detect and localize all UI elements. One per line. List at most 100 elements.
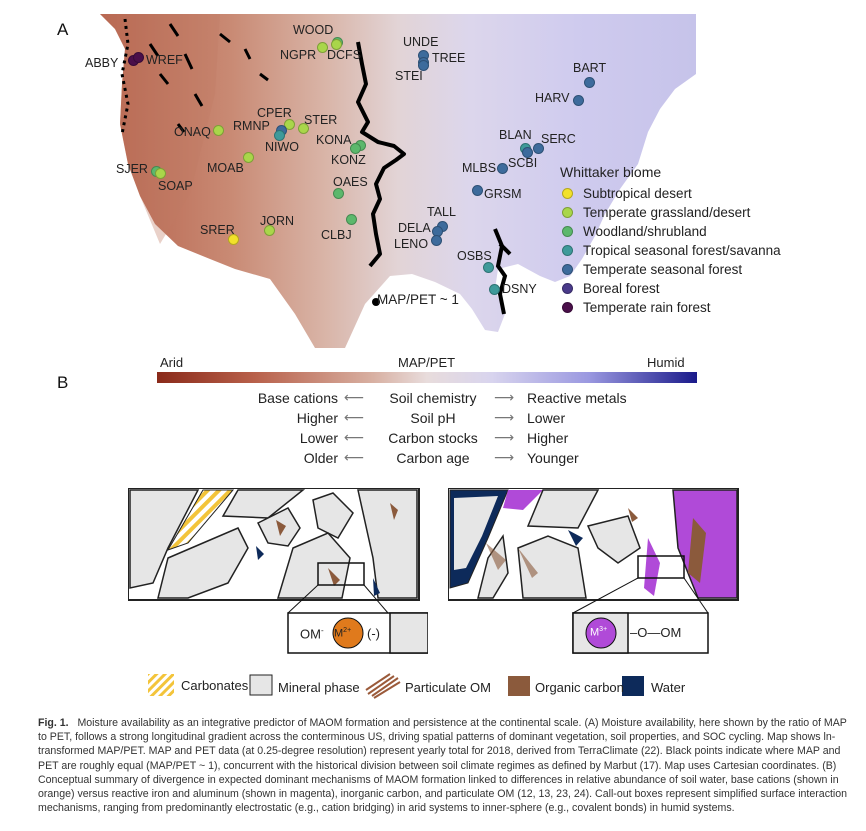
site-label-niwo: NIWO [265,140,300,154]
site-label-osbs: OSBS [457,249,492,263]
biome-label-1: Temperate grassland/desert [583,205,751,220]
figure-label: Fig. 1. [38,717,69,729]
legend-mineral-phase: Mineral phase [278,680,360,695]
site-label-ngpr: NGPR [280,48,317,62]
site-marker-soap [155,168,166,179]
covalent-bond-label: –O—OM [630,625,682,640]
map-pet-note: MAP/PET ~ 1 [377,292,459,307]
biome-swatch-2 [562,226,573,237]
site-label-serc: SERC [541,132,576,146]
site-label-tall: TALL [427,205,456,219]
site-label-clbj: CLBJ [321,228,352,242]
site-marker-clbj [346,214,357,225]
site-label-moab: MOAB [207,161,244,175]
site-marker-bart [584,77,595,88]
site-marker-cper [284,119,295,130]
arrow-right-icon: ⟶ [494,429,515,445]
site-label-oaes: OAES [333,175,368,189]
arrow-right-icon: ⟶ [494,449,515,465]
site-marker-serc [533,143,544,154]
row-0-left: Base cations [257,390,338,406]
site-marker-onaq [213,125,224,136]
site-label-konz: KONZ [331,153,366,167]
site-marker-wref [133,52,144,63]
site-label-leno: LENO [394,237,429,251]
row-0-center: Soil chemistry [389,390,477,406]
legend-particulate-om: Particulate OM [405,680,491,695]
site-marker-moab [243,152,254,163]
om-anion-label: OM- [300,626,324,642]
map-pet-marker [372,298,380,306]
figure-caption: Fig. 1. Moisture availability as an inte… [38,716,848,815]
site-label-ster: STER [304,113,338,127]
humid-soil-diagram [448,488,739,654]
mechanism-legend-swatches [148,673,644,699]
legend-organic-carbon: Organic carbon [535,680,624,695]
row-1-left: Higher [296,410,338,426]
site-label-dela: DELA [398,221,431,235]
arid-soil-diagram [128,488,428,654]
colorbar-title: MAP/PET [398,355,456,370]
row-2-left: Lower [299,430,338,446]
arrow-left-icon: ⟵ [344,449,365,465]
site-marker-konz [350,143,361,154]
site-label-kona: KONA [316,133,352,147]
site-label-dcfs: DCFS [327,48,362,62]
biome-label-6: Temperate rain forest [583,300,711,315]
site-label-unde: UNDE [403,35,439,49]
site-marker-ngpr [317,42,328,53]
site-label-dsny: DSNY [502,282,537,296]
biome-swatch-5 [562,283,573,294]
site-marker-leno [431,235,442,246]
caption-text: Moisture availability as an integrative … [38,717,848,815]
organic-carbon-swatch [508,676,530,696]
biome-swatch-0 [562,188,573,199]
colorbar [157,372,697,383]
site-marker-oaes [333,188,344,199]
panel-a-letter: A [57,20,69,39]
water-swatch [622,676,644,696]
biome-label-5: Boreal forest [583,281,660,296]
trivalent-cation-label: M3+ [590,626,608,639]
site-label-grsm: GRSM [484,187,522,201]
biome-label-3: Tropical seasonal forest/savanna [583,243,781,258]
site-label-blan: BLAN [499,128,532,142]
site-marker-dcfs [331,39,342,50]
site-marker-osbs [483,262,494,273]
row-2-center: Carbon stocks [388,430,478,446]
site-marker-jorn [264,225,275,236]
site-label-soap: SOAP [158,179,193,193]
site-label-scbi: SCBI [508,156,538,170]
arrow-right-icon: ⟶ [494,409,515,425]
site-label-jorn: JORN [260,214,295,228]
biome-legend-title: Whittaker biome [560,164,662,180]
us-map [100,14,696,348]
site-label-srer: SRER [200,223,235,237]
site-marker-dsny [489,284,500,295]
divalent-cation-label: M2+ [334,627,352,640]
site-label-abby: ABBY [85,56,119,70]
row-3-right: Younger [527,450,579,466]
biome-label-0: Subtropical desert [583,186,692,201]
site-label-tree: TREE [432,51,466,65]
site-label-bart: BART [573,61,607,75]
site-label-harv: HARV [535,91,570,105]
panel-b-letter: B [57,373,69,392]
site-label-wref: WREF [146,53,183,67]
site-marker-ster [298,123,309,134]
site-marker-grsm [472,185,483,196]
row-2-right: Higher [527,430,569,446]
colorbar-arid-label: Arid [160,355,184,370]
row-0-right: Reactive metals [527,390,627,406]
row-3-center: Carbon age [396,450,470,466]
mineral-phase-swatch [249,674,273,696]
site-marker-niwo [274,130,285,141]
site-marker-mlbs [497,163,508,174]
biome-label-4: Temperate seasonal forest [583,262,743,277]
biome-label-2: Woodland/shrubland [583,224,707,239]
arrow-right-icon: ⟶ [494,389,515,405]
map-pet-boundary [356,41,406,268]
row-1-right: Lower [527,410,566,426]
row-3-left: Older [303,450,338,466]
arrow-left-icon: ⟵ [344,409,365,425]
